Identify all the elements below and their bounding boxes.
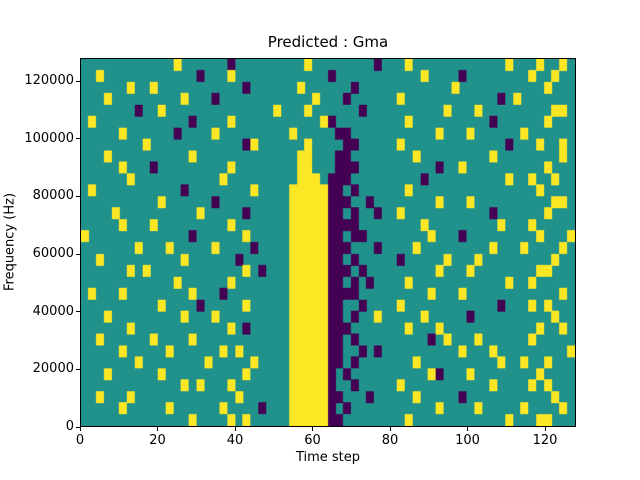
- x-tick-label: 80: [381, 433, 399, 448]
- y-tick-mark: [76, 368, 80, 370]
- y-tick-mark: [76, 80, 80, 82]
- y-tick-mark: [76, 426, 80, 428]
- y-tick-mark: [76, 195, 80, 197]
- x-tick-mark: [389, 427, 391, 431]
- x-tick-label: 60: [304, 433, 321, 448]
- y-tick-label: 20000: [32, 361, 74, 377]
- y-axis-label: Frequency (Hz): [2, 192, 18, 292]
- x-tick-mark: [544, 427, 546, 431]
- y-tick-label: 60000: [32, 246, 74, 262]
- x-tick-label: 0: [75, 433, 85, 448]
- heatmap-plot: [80, 58, 576, 427]
- x-tick-label: 40: [226, 433, 244, 448]
- y-tick-label: 0: [65, 419, 74, 434]
- x-tick-label: 20: [149, 433, 166, 448]
- x-axis-label: Time step: [295, 450, 361, 465]
- x-tick-mark: [467, 427, 468, 431]
- x-tick-mark: [157, 427, 158, 431]
- x-tick-label: 100: [455, 433, 480, 448]
- x-tick-mark: [234, 427, 236, 431]
- y-tick-label: 120000: [24, 73, 74, 89]
- y-tick-mark: [76, 311, 80, 313]
- x-tick-mark: [312, 427, 313, 431]
- y-tick-label: 100000: [24, 130, 74, 146]
- y-tick-label: 80000: [32, 188, 74, 204]
- x-tick-mark: [79, 427, 81, 431]
- y-tick-label: 40000: [32, 303, 74, 319]
- y-tick-mark: [76, 138, 80, 140]
- y-tick-mark: [76, 253, 80, 255]
- chart-title: Predicted : Gma: [267, 33, 389, 51]
- x-tick-label: 120: [532, 433, 558, 448]
